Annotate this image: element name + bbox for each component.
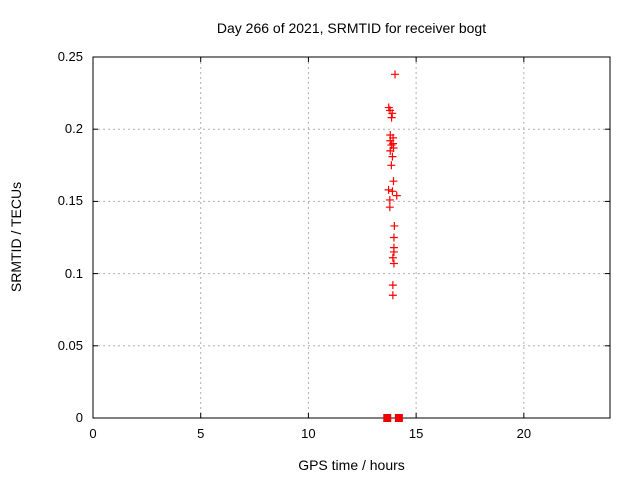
data-point-plus bbox=[391, 70, 400, 79]
data-point-plus bbox=[388, 291, 397, 300]
data-point-plus bbox=[392, 191, 401, 200]
y-tick-label: 0.05 bbox=[57, 337, 83, 353]
y-tick-label: 0.15 bbox=[57, 193, 83, 209]
y-tick-label: 0.2 bbox=[64, 121, 83, 137]
data-point-plus bbox=[388, 187, 397, 196]
data-point-plus bbox=[385, 195, 394, 204]
data-point-plus bbox=[388, 253, 397, 262]
data-point-plus bbox=[389, 233, 398, 242]
data-point-square bbox=[383, 414, 392, 422]
x-tick-label: 20 bbox=[516, 426, 532, 441]
x-tick-label: 15 bbox=[408, 426, 424, 441]
y-tick-label: 0.1 bbox=[64, 265, 83, 281]
x-tick-label: 10 bbox=[301, 426, 316, 441]
y-tick-label: 0 bbox=[75, 410, 83, 425]
data-point-plus bbox=[389, 177, 398, 186]
data-point-plus bbox=[387, 161, 396, 170]
x-tick-label: 0 bbox=[89, 426, 97, 441]
x-tick-label: 5 bbox=[197, 426, 205, 441]
data-point-square bbox=[394, 414, 403, 422]
data-point-plus bbox=[388, 281, 397, 290]
data-point-plus bbox=[388, 152, 397, 161]
data-point-plus bbox=[385, 203, 394, 212]
y-tick-label: 0.25 bbox=[57, 49, 83, 64]
data-point-plus bbox=[388, 109, 397, 118]
data-point-plus bbox=[390, 221, 399, 230]
data-point-plus bbox=[386, 146, 395, 155]
x-axis-label: GPS time / hours bbox=[298, 457, 405, 473]
chart-title: Day 266 of 2021, SRMTID for receiver bog… bbox=[216, 20, 487, 36]
plot-border bbox=[92, 56, 611, 419]
data-point-plus bbox=[384, 185, 393, 194]
data-point-plus bbox=[389, 259, 398, 268]
data-point-plus bbox=[387, 113, 396, 122]
data-point-plus bbox=[389, 247, 398, 256]
